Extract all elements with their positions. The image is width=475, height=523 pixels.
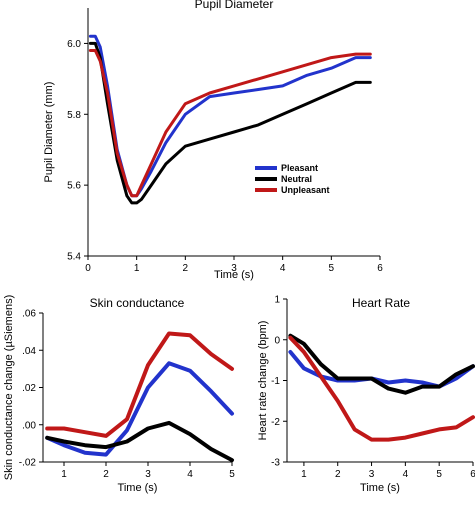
heart-rate-x-tick-label: 2 (335, 469, 341, 480)
heart-rate-title: Heart Rate (352, 296, 410, 310)
heart-rate-x-axis-label: Time (s) (360, 482, 400, 494)
skin-conductance-series-unpleasant (45, 331, 234, 438)
skin-conductance-x-tick-label: 4 (187, 469, 193, 480)
pupil-diameter-series-neutral (88, 41, 372, 205)
heart-rate-series-neutral (288, 333, 475, 395)
heart-rate-x-tick-label: 4 (403, 469, 409, 480)
heart-rate-chart: Heart Rate 1 2 3 4 5 6 -3 -2 -1 0 1 Time (s) Heart ra… (257, 295, 475, 494)
heart-rate-x-tick-label: 3 (369, 469, 375, 480)
pupil-diameter-y-tick-label: 5.6 (67, 181, 81, 192)
skin-conductance-x-tick-label: 1 (61, 469, 67, 480)
skin-conductance-series-pleasant (45, 361, 234, 457)
skin-conductance-x-axis-label: Time (s) (118, 482, 158, 494)
skin-conductance-x-tick-label: 2 (103, 469, 109, 480)
pupil-diameter-chart: Pupil Diameter 0 1 2 3 4 5 6 5.4 5.6 5.8 6.0 Time (s… (43, 0, 383, 281)
pupil-diameter-y-tick-label: 6.0 (67, 39, 81, 50)
skin-conductance-x-tick-label: 3 (145, 469, 151, 480)
pupil-diameter-x-tick-label: 2 (183, 263, 189, 274)
heart-rate-y-tick-label: -2 (271, 417, 280, 428)
heart-rate-x-tick-label: 5 (436, 469, 442, 480)
pupil-diameter-series-unpleasant (88, 49, 372, 198)
pupil-diameter-x-tick-label: 4 (280, 263, 286, 274)
heart-rate-x-tick-label: 1 (301, 469, 307, 480)
heart-rate-y-tick-label: -1 (271, 376, 280, 387)
pupil-diameter-x-tick-label: 5 (329, 263, 335, 274)
legend-label-pleasant: Pleasant (281, 163, 318, 173)
skin-conductance-y-axis-label: Skin conductance change (µSiemens) (3, 295, 15, 481)
pupil-diameter-series-pleasant (88, 34, 372, 198)
legend-label-unpleasant: Unpleasant (281, 185, 330, 195)
heart-rate-y-tick-label: -3 (271, 458, 280, 469)
heart-rate-series-unpleasant (288, 335, 475, 442)
heart-rate-x-tick-label: 6 (470, 469, 475, 480)
skin-conductance-x-tick-label: 5 (229, 469, 235, 480)
pupil-diameter-x-tick-label: 1 (134, 263, 140, 274)
heart-rate-y-axis-label: Heart rate change (bpm) (257, 321, 269, 441)
pupil-diameter-title: Pupil Diameter (195, 0, 274, 11)
skin-conductance-y-tick-label: .02 (22, 383, 36, 394)
skin-conductance-y-tick-label: -.02 (19, 458, 37, 469)
pupil-diameter-x-axis-label: Time (s) (214, 269, 254, 281)
pupil-diameter-y-tick-label: 5.4 (67, 252, 81, 263)
legend-label-neutral: Neutral (281, 174, 312, 184)
skin-conductance-y-tick-label: .04 (22, 346, 36, 357)
skin-conductance-y-tick-label: .00 (22, 420, 36, 431)
pupil-diameter-x-tick-label: 6 (377, 263, 383, 274)
heart-rate-y-tick-label: 0 (274, 335, 280, 346)
heart-rate-y-tick-label: 1 (274, 295, 280, 306)
skin-conductance-series-neutral (45, 420, 234, 463)
skin-conductance-y-tick-label: .06 (22, 309, 36, 320)
pupil-diameter-x-tick-label: 3 (231, 263, 237, 274)
pupil-diameter-y-tick-label: 5.8 (67, 110, 81, 121)
pupil-diameter-x-tick-label: 0 (85, 263, 91, 274)
pupil-diameter-y-axis-label: Pupil Diameter (mm) (43, 82, 55, 183)
skin-conductance-title: Skin conductance (90, 296, 185, 310)
skin-conductance-chart: Skin conductance 1 2 3 4 5 -.02 .00 .02 .04 .06 Tim… (3, 295, 235, 494)
